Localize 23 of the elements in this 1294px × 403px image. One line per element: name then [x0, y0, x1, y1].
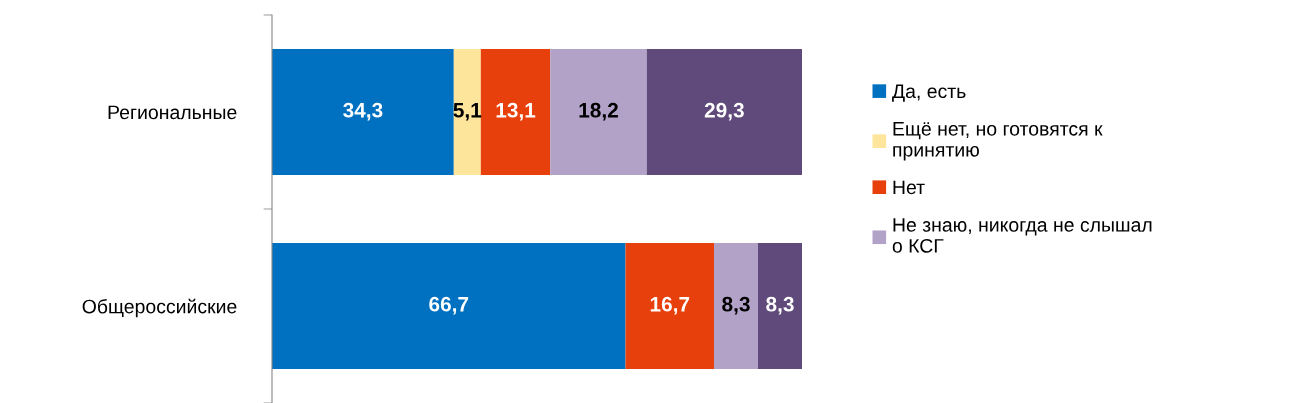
data-label: 34,3 — [343, 102, 383, 121]
bar — [714, 242, 759, 370]
data-label: 29,3 — [704, 102, 744, 121]
bar — [272, 242, 626, 370]
bar — [758, 242, 802, 370]
legend-label: Ещё нет, но готовятся к принятию — [893, 122, 1103, 161]
data-label: 8,3 — [766, 296, 794, 315]
data-label: 8,3 — [722, 296, 750, 315]
y-tick-label: Региональные — [108, 105, 237, 120]
legend-label: Нет — [893, 180, 925, 195]
data-label: 18,2 — [579, 102, 618, 121]
bar — [453, 48, 481, 176]
data-label: 66,7 — [429, 296, 469, 315]
legend-label: Не знаю, никогда не слышал о КСГ — [892, 218, 1152, 253]
bar — [550, 48, 647, 176]
data-label: 16,7 — [650, 296, 690, 315]
y-tick-label: Общероссийские — [82, 298, 237, 318]
legend-label: Да, есть — [892, 84, 966, 102]
bar — [625, 242, 715, 370]
bar — [480, 48, 551, 176]
bar — [272, 48, 454, 176]
data-label: 13,1 — [496, 102, 536, 121]
bar — [646, 48, 802, 176]
